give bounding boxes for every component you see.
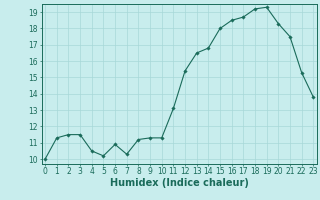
X-axis label: Humidex (Indice chaleur): Humidex (Indice chaleur)	[110, 178, 249, 188]
